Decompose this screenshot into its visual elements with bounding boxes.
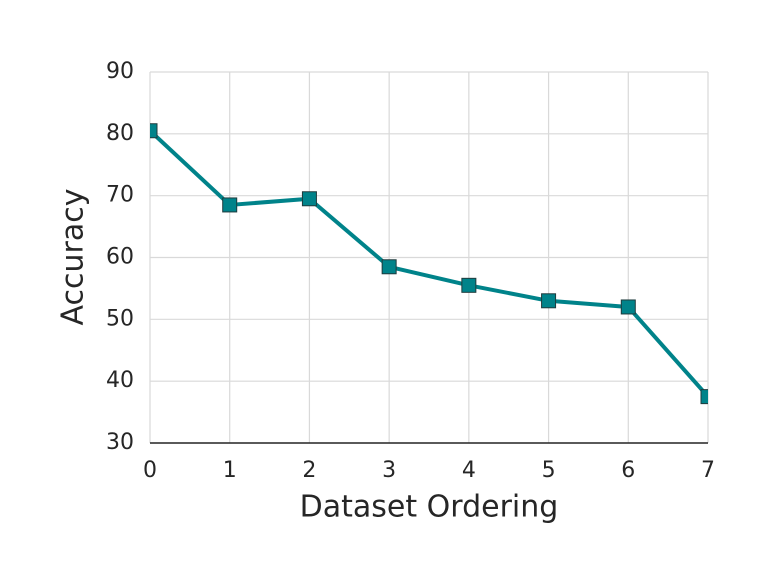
x-tick-label: 0 <box>143 458 157 483</box>
marker <box>700 389 708 405</box>
x-tick-label: 2 <box>302 458 316 483</box>
x-tick-label: 5 <box>542 458 556 483</box>
y-tick-label: 90 <box>106 59 134 84</box>
marker <box>541 293 557 309</box>
x-tick-label: 3 <box>382 458 396 483</box>
y-tick-label: 50 <box>106 306 134 331</box>
marker <box>222 197 238 213</box>
x-tick-label: 7 <box>701 458 715 483</box>
x-tick-label: 6 <box>621 458 635 483</box>
y-tick-label: 60 <box>106 245 134 270</box>
marker <box>620 299 636 315</box>
y-tick-label: 80 <box>106 121 134 146</box>
x-tick-label: 4 <box>462 458 476 483</box>
marker <box>150 123 158 139</box>
x-tick-label: 1 <box>223 458 237 483</box>
marker <box>301 191 317 207</box>
y-tick-label: 30 <box>106 430 134 455</box>
marker <box>381 259 397 275</box>
y-axis-label: Accuracy <box>56 189 91 326</box>
x-axis-label: Dataset Ordering <box>300 490 559 525</box>
y-tick-label: 70 <box>106 183 134 208</box>
y-tick-label: 40 <box>106 368 134 393</box>
marker <box>461 277 477 293</box>
plot-area <box>150 123 708 405</box>
series-line <box>150 129 708 398</box>
